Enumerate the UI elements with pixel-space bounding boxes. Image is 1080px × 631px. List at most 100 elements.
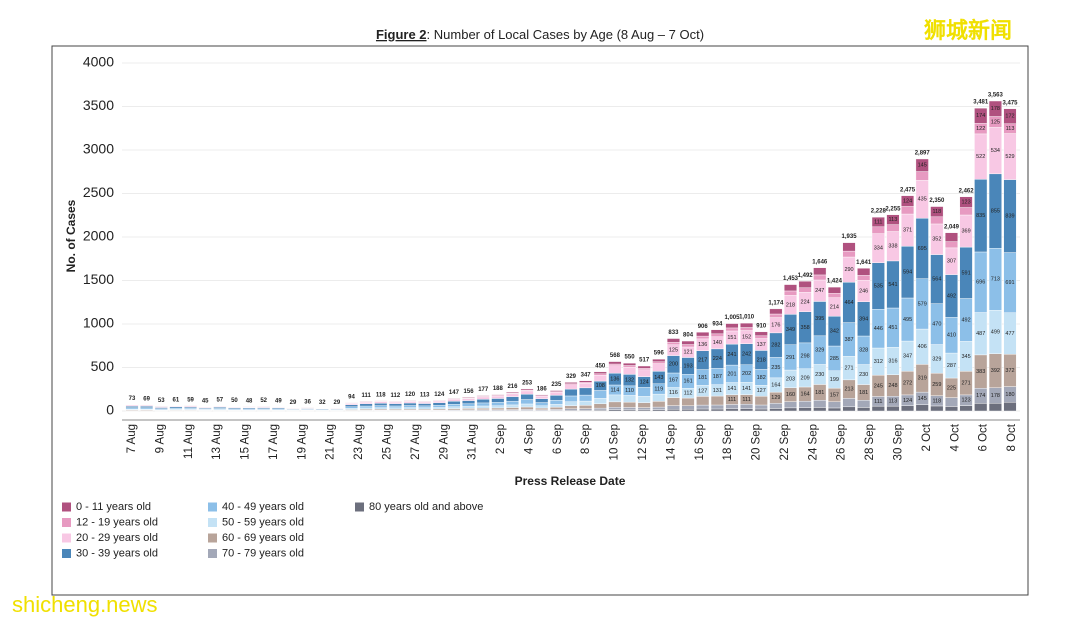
- bar-segment: [609, 362, 622, 364]
- bar-segment: [755, 336, 768, 339]
- bar-segment: [506, 397, 519, 402]
- legend-swatch: [355, 503, 364, 512]
- bar-segment: [755, 405, 768, 409]
- segment-label: 395: [815, 316, 824, 322]
- bar-segment: [843, 398, 856, 406]
- bar-segment: [711, 330, 724, 334]
- segment-label: 696: [976, 280, 985, 286]
- segment-label: 187: [713, 374, 722, 380]
- bar-segment: [843, 251, 856, 257]
- segment-label: 145: [918, 396, 927, 402]
- bar-segment: [506, 394, 519, 397]
- bar-segment: [448, 407, 461, 409]
- segment-label: 271: [844, 366, 853, 372]
- segment-label: 271: [962, 381, 971, 387]
- x-tick-label: 7 Aug: [126, 424, 138, 453]
- bar-segment: [433, 401, 446, 403]
- bar-segment: [374, 401, 387, 402]
- segment-label: 123: [962, 398, 971, 404]
- segment-label: 124: [903, 398, 912, 404]
- segment-label: 285: [830, 356, 839, 362]
- bar-segment: [711, 396, 724, 405]
- bar-segment: [477, 396, 490, 397]
- bar-segment: [755, 396, 768, 405]
- bar-segment: [550, 400, 563, 404]
- bar-segment: [492, 396, 505, 398]
- bar-segment: [1004, 402, 1017, 411]
- segment-label: 470: [932, 322, 941, 328]
- segment-label: 181: [859, 390, 868, 396]
- bar-segment: [667, 409, 680, 411]
- total-label: 113: [420, 393, 430, 399]
- bar-segment: [638, 368, 651, 370]
- bar-segment: [799, 408, 812, 411]
- segment-label: 140: [713, 340, 722, 346]
- segment-label: 145: [918, 163, 927, 169]
- bar-segment: [579, 381, 592, 382]
- total-label: 147: [449, 390, 460, 396]
- x-tick-label: 17 Aug: [268, 424, 280, 460]
- bar-segment: [653, 359, 666, 362]
- bar-segment: [872, 406, 885, 411]
- segment-label: 180: [1005, 392, 1014, 398]
- bar-segment: [492, 402, 505, 405]
- segment-label: 127: [698, 388, 707, 394]
- x-tick-label: 10 Sep: [609, 424, 621, 460]
- total-label: 177: [478, 387, 489, 393]
- segment-label: 214: [830, 304, 839, 310]
- segment-label: 230: [859, 372, 868, 378]
- x-tick-label: 6 Sep: [552, 424, 564, 454]
- bar-segment: [492, 395, 505, 396]
- bar-segment: [579, 395, 592, 401]
- segment-label: 118: [932, 209, 941, 215]
- bar-segment: [740, 409, 753, 411]
- total-label: 120: [405, 392, 416, 398]
- bar-segment: [623, 365, 636, 367]
- bar-segment: [579, 409, 592, 411]
- segment-label: 246: [859, 288, 868, 294]
- segment-label: 181: [815, 390, 824, 396]
- bar-segment: [623, 363, 636, 365]
- segment-label: 410: [947, 333, 956, 339]
- segment-label: 329: [932, 356, 941, 362]
- segment-label: 230: [815, 372, 824, 378]
- bar-segment: [667, 342, 680, 345]
- total-label: 329: [566, 374, 577, 380]
- bar-segment: [960, 406, 973, 411]
- bar-segment: [594, 408, 607, 410]
- bar-segment: [140, 406, 153, 407]
- total-label: 833: [668, 330, 679, 336]
- bar-segment: [404, 408, 417, 409]
- bar-segment: [696, 405, 709, 409]
- bar-segment: [360, 406, 373, 408]
- y-tick-label: 4000: [83, 54, 114, 70]
- total-label: 3,475: [1002, 100, 1018, 106]
- bar-segment: [623, 395, 636, 402]
- bar-segment: [740, 323, 753, 327]
- segment-label: 141: [727, 386, 736, 392]
- bar-segment: [535, 399, 548, 403]
- bar-segment: [726, 324, 739, 328]
- legend-label: 0 - 11 years old: [76, 501, 151, 513]
- bar-segment: [565, 385, 578, 389]
- bar-segment: [506, 408, 519, 410]
- bar-segment: [696, 332, 709, 336]
- segment-label: 209: [801, 375, 810, 381]
- bar-segment: [711, 409, 724, 411]
- segment-label: 213: [844, 387, 853, 393]
- total-label: 804: [683, 333, 694, 339]
- bar-segment: [448, 401, 461, 404]
- bar-segment: [872, 227, 885, 234]
- bar-segment: [653, 394, 666, 401]
- bar-segment: [433, 405, 446, 407]
- segment-label: 151: [727, 335, 736, 341]
- legend-swatch: [62, 549, 71, 558]
- x-tick-label: 30 Sep: [892, 424, 904, 460]
- bar-segment: [565, 396, 578, 402]
- bar-segment: [418, 404, 431, 406]
- segment-label: 125: [991, 119, 1000, 125]
- total-label: 32: [319, 400, 326, 406]
- bar-segment: [433, 408, 446, 409]
- bar-segment: [799, 401, 812, 408]
